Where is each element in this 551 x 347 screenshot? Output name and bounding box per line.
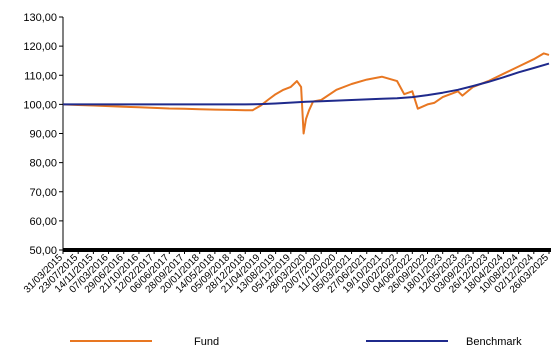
- y-axis: 50,00 60,00 70,00 80,00 90,00 100,00 110,00 120…: [23, 12, 64, 257]
- series-lines: [62, 52, 550, 135]
- y-tick-label: 100,00: [23, 99, 57, 111]
- y-tick-label: 70,00: [29, 187, 57, 199]
- legend-label-fund: Fund: [194, 336, 219, 347]
- legend: Fund Benchmark: [70, 336, 522, 347]
- series-line-fund: [62, 52, 550, 135]
- y-tick-label: 50,00: [29, 245, 57, 257]
- y-tick-label: 130,00: [23, 12, 57, 24]
- y-tick-label: 120,00: [23, 41, 57, 53]
- y-tick-label: 90,00: [29, 129, 57, 141]
- y-tick-label: 80,00: [29, 158, 57, 170]
- x-axis: 31/03/201523/07/201514/11/201507/03/2016…: [22, 248, 551, 296]
- series-line-benchmark: [63, 62, 550, 106]
- legend-label-benchmark: Benchmark: [466, 336, 522, 347]
- y-tick-label: 110,00: [24, 70, 57, 82]
- y-tick-label: 60,00: [29, 216, 57, 228]
